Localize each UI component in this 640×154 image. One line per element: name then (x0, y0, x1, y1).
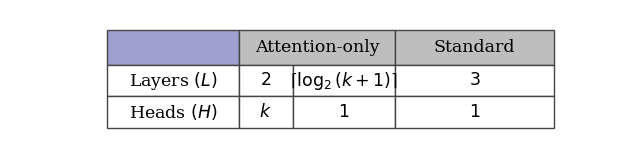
Text: $3$: $3$ (468, 72, 480, 89)
Text: $2$: $2$ (260, 72, 271, 89)
Text: Standard: Standard (434, 39, 515, 56)
Bar (292, 65, 396, 96)
Bar (239, 96, 292, 128)
Bar (108, 65, 239, 96)
Text: $1$: $1$ (338, 103, 349, 121)
Text: Heads $(H)$: Heads $(H)$ (129, 102, 218, 122)
Bar (396, 65, 554, 96)
Text: Layers $(L)$: Layers $(L)$ (129, 70, 218, 92)
Bar (108, 30, 239, 65)
Bar (396, 30, 554, 65)
Bar (239, 30, 396, 65)
Text: $k$: $k$ (259, 103, 272, 121)
Bar (239, 65, 292, 96)
Text: $\lceil\log_2(k+1)\rceil$: $\lceil\log_2(k+1)\rceil$ (290, 70, 398, 92)
Bar (108, 96, 239, 128)
Text: $1$: $1$ (468, 103, 480, 121)
Text: Attention-only: Attention-only (255, 39, 380, 56)
Bar (396, 96, 554, 128)
Bar (292, 96, 396, 128)
